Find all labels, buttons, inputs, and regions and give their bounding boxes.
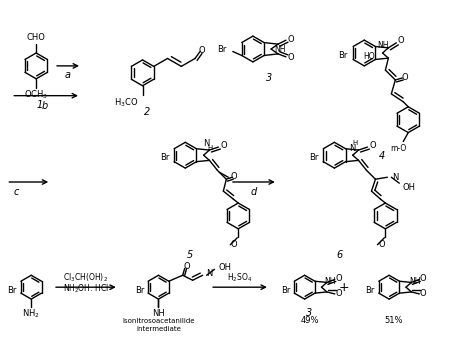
Text: O: O — [378, 240, 385, 249]
Text: 2: 2 — [145, 106, 151, 117]
Text: O: O — [288, 35, 294, 44]
Text: Br: Br — [365, 286, 375, 295]
Text: O: O — [183, 262, 190, 271]
Text: O: O — [220, 140, 227, 150]
Text: a: a — [65, 70, 71, 80]
Text: NH$_2$OH. HCl: NH$_2$OH. HCl — [63, 283, 109, 295]
Text: H$_2$SO$_4$: H$_2$SO$_4$ — [227, 271, 253, 284]
Text: OCH$_3$: OCH$_3$ — [24, 89, 48, 101]
Text: O: O — [398, 36, 405, 45]
Text: 6: 6 — [336, 250, 343, 260]
Text: OH: OH — [403, 183, 416, 192]
Text: O: O — [231, 172, 237, 181]
Text: HO: HO — [363, 52, 374, 61]
Text: O: O — [336, 289, 342, 298]
Text: NH: NH — [274, 45, 285, 53]
Text: NH$_2$: NH$_2$ — [22, 308, 40, 320]
Text: Br: Br — [135, 286, 144, 295]
Text: 49%: 49% — [301, 317, 319, 325]
Text: NH: NH — [152, 310, 165, 318]
Text: 51%: 51% — [385, 317, 403, 325]
Text: Br: Br — [218, 45, 227, 54]
Text: Br: Br — [337, 51, 347, 60]
Text: Cl$_3$CH(OH)$_2$: Cl$_3$CH(OH)$_2$ — [64, 271, 109, 284]
Text: d: d — [251, 187, 257, 197]
Text: 5: 5 — [187, 250, 193, 260]
Text: H: H — [352, 140, 357, 146]
Text: intermediate: intermediate — [136, 326, 181, 332]
Text: O: O — [420, 274, 427, 283]
Text: H: H — [208, 145, 213, 151]
Text: N: N — [204, 139, 210, 148]
Text: O: O — [288, 53, 294, 62]
Text: +: + — [339, 281, 350, 294]
Text: 1: 1 — [36, 99, 42, 110]
Text: m-O: m-O — [390, 144, 406, 153]
Text: NH: NH — [409, 277, 420, 286]
Text: Br: Br — [8, 286, 17, 295]
Text: N: N — [349, 144, 356, 153]
Text: NH: NH — [325, 277, 336, 286]
Text: H$_3$CO: H$_3$CO — [114, 96, 138, 109]
Text: O: O — [402, 73, 409, 82]
Text: O: O — [231, 240, 237, 249]
Text: Br: Br — [281, 286, 290, 295]
Text: CHO: CHO — [27, 33, 46, 42]
Text: O: O — [369, 140, 376, 150]
Text: Isonitrosoacetanilide: Isonitrosoacetanilide — [122, 318, 195, 324]
Text: Br: Br — [160, 153, 169, 162]
Text: Br: Br — [309, 153, 318, 162]
Text: c: c — [14, 187, 19, 197]
Text: N: N — [207, 269, 213, 278]
Text: NH: NH — [377, 41, 388, 50]
Text: O: O — [336, 274, 342, 283]
Text: O: O — [199, 46, 205, 55]
Text: 4: 4 — [379, 151, 385, 162]
Text: 3: 3 — [307, 308, 313, 318]
Text: 3: 3 — [266, 73, 272, 83]
Text: N: N — [392, 173, 399, 182]
Text: b: b — [42, 101, 48, 111]
Text: O: O — [420, 289, 427, 298]
Text: OH: OH — [219, 263, 231, 272]
